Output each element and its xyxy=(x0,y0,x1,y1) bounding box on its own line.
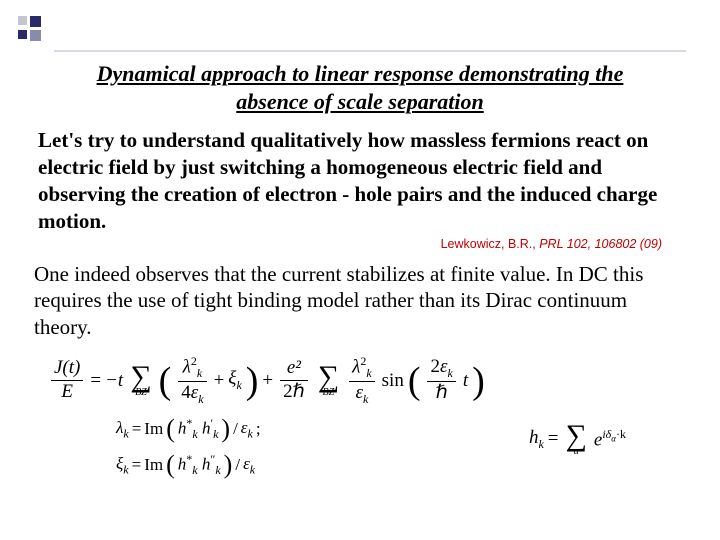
equation-main: J(t) E = −t ∑ BZ ( λ2k 4εk + xyxy=(48,355,686,406)
equations: J(t) E = −t ∑ BZ ( λ2k 4εk + xyxy=(48,355,686,478)
hk-lhs-sub: k xyxy=(538,436,543,450)
e2-2hbar: e² 2ℏ xyxy=(280,358,308,403)
corner-decoration xyxy=(18,16,41,41)
lambda-slash: / xyxy=(233,419,238,439)
xi-h1-sub: k xyxy=(192,464,197,478)
lhs-den: E xyxy=(58,382,76,403)
citation-journal: PRL 102, 106802 (09) xyxy=(539,237,662,251)
xi-eps: ε xyxy=(243,454,250,473)
lambda-eps: ε xyxy=(241,418,248,437)
eps2-sym: ε xyxy=(355,382,363,403)
lambda-im: Im xyxy=(144,419,163,439)
xi-slash: / xyxy=(235,455,240,475)
open-paren-1: ( xyxy=(159,366,172,396)
title-rule xyxy=(54,50,686,52)
term-2-fraction: λ2k εk xyxy=(349,355,375,406)
xi-open-paren: ( xyxy=(166,455,175,476)
close-paren-1: ) xyxy=(246,366,259,396)
paragraph-2: One indeed observes that the current sta… xyxy=(34,261,686,342)
citation-authors: Lewkowicz, B.R., xyxy=(441,237,536,251)
minus-t: −t xyxy=(105,370,123,392)
eps2-sub: k xyxy=(363,392,368,406)
equation-hk: hk = ∑ α eiδα·k xyxy=(529,422,626,457)
hk-sum: ∑ α xyxy=(566,422,587,457)
lambda-sym: λ xyxy=(183,356,191,377)
sum-2-index: BZ xyxy=(323,388,335,398)
sum-2: ∑ BZ xyxy=(318,363,339,398)
hbar: ℏ xyxy=(433,383,451,404)
xi-lhs-sub: k xyxy=(123,462,128,476)
close-paren-2: ) xyxy=(472,366,485,396)
xi-sub: k xyxy=(236,378,241,392)
slide-title: Dynamical approach to linear response de… xyxy=(64,60,656,115)
eps3-sub: k xyxy=(447,366,452,380)
term-1-fraction: λ2k 4εk xyxy=(178,355,206,406)
xi-h2-sub: k xyxy=(215,464,220,478)
lambda-h2-sub: k xyxy=(213,427,218,441)
lambda-h1-sub: k xyxy=(192,427,197,441)
paragraph-1: Let's try to understand qualitatively ho… xyxy=(38,127,682,235)
sin-arg-fraction: 2εk ℏ xyxy=(427,357,455,404)
lhs-fraction: J(t) E xyxy=(51,358,83,403)
lambda-open-paren: ( xyxy=(166,419,175,440)
lhs-num: J(t) xyxy=(51,358,83,379)
hk-eq: = xyxy=(548,428,559,450)
hk-exp: iδ xyxy=(602,427,611,441)
plus-1: + xyxy=(214,370,225,392)
sum-1-index: BZ xyxy=(135,388,147,398)
lambda-lhs-sub: k xyxy=(123,426,128,440)
two: 2 xyxy=(430,356,440,377)
eps-sub: k xyxy=(198,392,203,406)
lambda-eq: = xyxy=(132,419,142,439)
sum-1: ∑ BZ xyxy=(130,363,151,398)
citation: Lewkowicz, B.R., PRL 102, 106802 (09) xyxy=(34,237,662,251)
xi-h1: h xyxy=(178,455,187,474)
xi-im: Im xyxy=(144,455,163,475)
xi-eq: = xyxy=(132,455,142,475)
e-squared: e² xyxy=(284,358,304,379)
xi-eps-sub: k xyxy=(250,462,255,476)
sin-arg-t: t xyxy=(463,370,468,392)
sin: sin xyxy=(382,370,404,392)
four: 4 xyxy=(181,382,191,403)
lambda-close-paren: ) xyxy=(221,419,230,440)
lambda2-sub: k xyxy=(366,366,371,380)
two-hbar: 2ℏ xyxy=(280,382,308,403)
equals-sign: = xyxy=(90,370,101,392)
plus-2: + xyxy=(262,370,273,392)
lambda-semi: ; xyxy=(256,419,261,439)
lambda-sub: k xyxy=(197,366,202,380)
hk-sum-index: α xyxy=(574,447,579,457)
lambda-eps-sub: k xyxy=(248,426,253,440)
hk-exp-dotk: ·k xyxy=(616,427,626,441)
xi-close-paren: ) xyxy=(224,455,233,476)
open-paren-2: ( xyxy=(408,366,421,396)
